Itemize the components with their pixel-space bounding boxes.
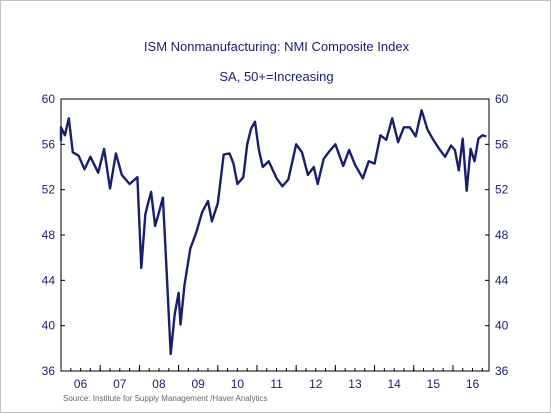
y-tick-label-right: 44 [495,273,509,287]
y-tick-label-left: 40 [42,319,56,333]
y-tick-label-left: 44 [42,273,56,287]
chart-title: ISM Nonmanufacturing: NMI Composite Inde… [143,39,410,54]
x-tick-label: 16 [466,377,480,391]
y-tick-label-right: 52 [495,183,509,197]
y-tick-label-left: 36 [42,364,56,378]
series-line [59,109,487,356]
y-tick-label-left: 56 [42,137,56,151]
x-tick-label: 06 [74,377,88,391]
y-tick-label-left: 52 [42,183,56,197]
y-tick-label-right: 36 [495,364,509,378]
y-tick-label-right: 40 [495,319,509,333]
plot-area [60,98,490,372]
x-tick-label: 13 [348,377,362,391]
x-tick-label: 08 [152,377,166,391]
chart-subtitle: SA, 50+=Increasing [219,69,334,84]
y-tick-label-left: 60 [42,92,56,106]
x-tick-label: 14 [387,377,401,391]
y-tick-label-left: 48 [42,228,56,242]
y-tick-label-right: 48 [495,228,509,242]
source-note: Source: Institute for Supply Management … [63,394,268,403]
x-tick-label: 15 [427,377,441,391]
y-tick-label-right: 56 [495,137,509,151]
y-tick-label-right: 60 [495,92,509,106]
x-tick-label: 09 [191,377,205,391]
x-tick-label: 10 [231,377,245,391]
x-tick-label: 07 [113,377,127,391]
x-tick-label: 11 [270,377,283,391]
x-tick-label: 12 [309,377,323,391]
